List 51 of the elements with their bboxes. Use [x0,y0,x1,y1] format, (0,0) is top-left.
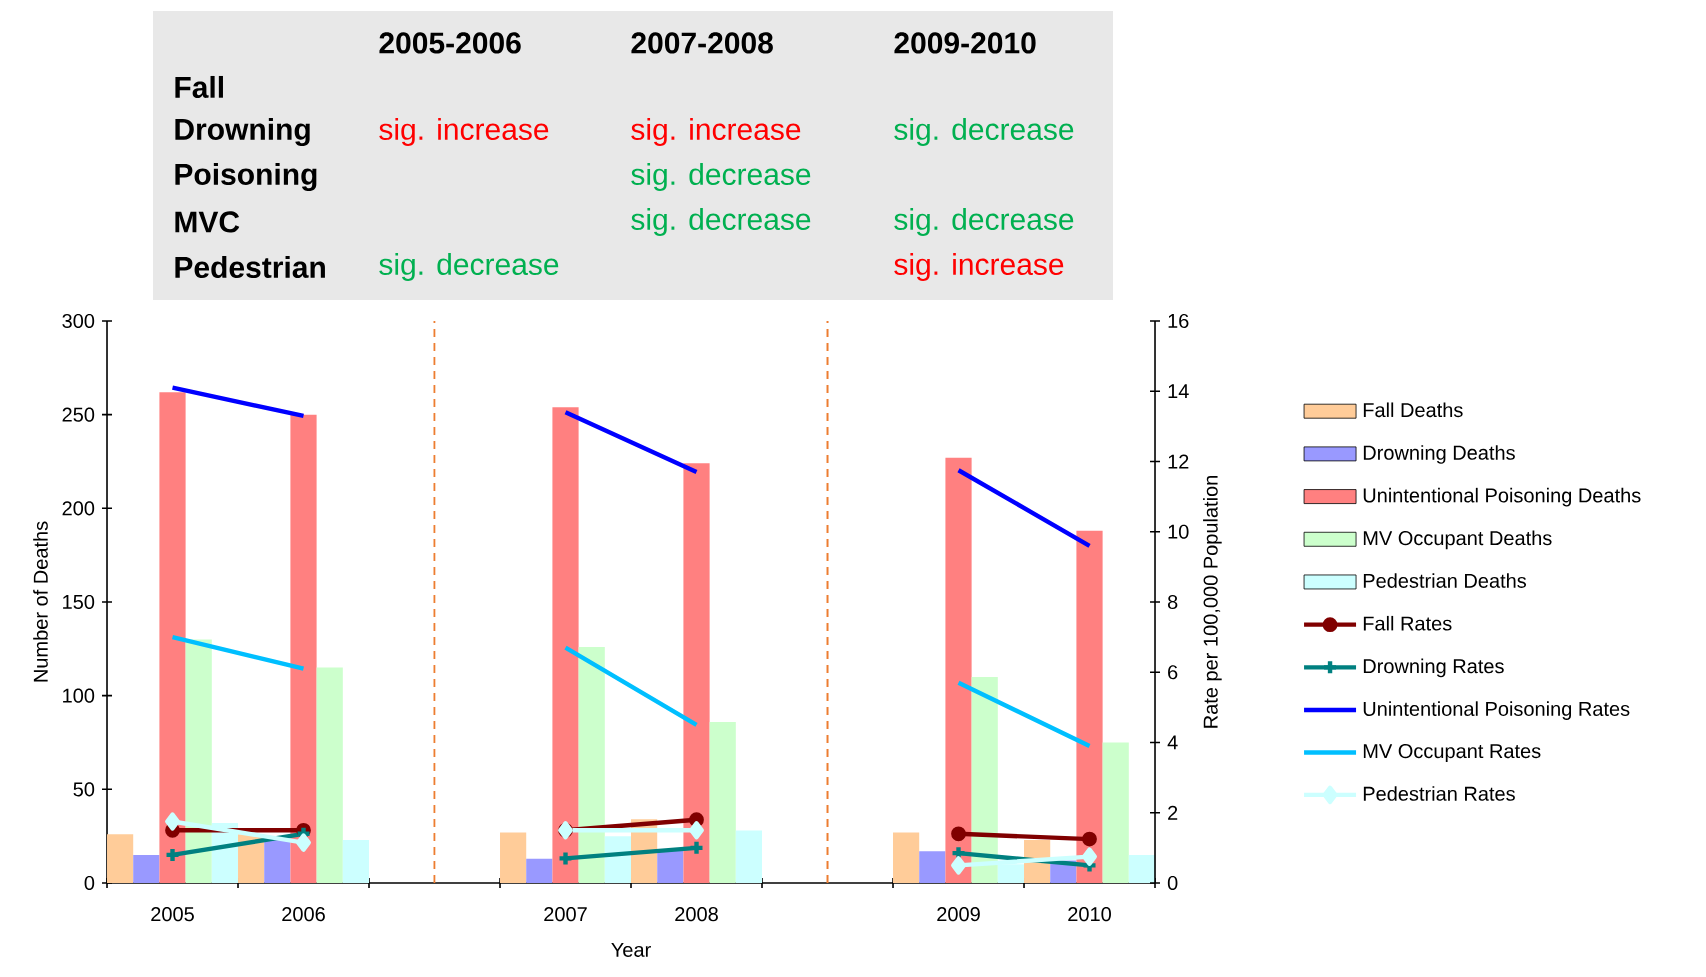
y-tick-label: 0 [84,875,95,891]
y2-tick-label: 16 [1168,313,1189,329]
y-axis-title: Number of Deaths [33,521,48,682]
x-tick-label: 2008 [675,907,718,922]
x-tick-label: 2005 [151,907,194,922]
legend-label: Drowning Rates [1363,658,1504,678]
y-tick-label: 150 [63,594,95,610]
y2-axis-title: Rate per 100,000 Population [1203,476,1222,728]
text: sig. decrease [379,253,559,281]
legend-label: Drowning Deaths [1363,445,1515,464]
y-tick-label: 300 [62,313,95,329]
y-tick-label: 200 [62,501,95,516]
y2-tick-label: 10 [1168,524,1189,539]
y-tick-label: 100 [63,688,95,703]
text: Fall [175,75,223,98]
x-tick-label: 2006 [282,907,325,922]
legend-label: Fall Deaths [1363,402,1463,418]
legend-label: Pedestrian Deaths [1363,573,1527,588]
y2-tick-label: 6 [1168,665,1178,680]
text: Pedestrian [175,255,325,278]
legend-label: MV Occupant Deaths [1363,530,1552,550]
text: sig. decrease [894,208,1074,236]
y2-tick-label: 12 [1168,454,1189,469]
text: 2005-2006 [379,32,521,54]
y-tick-label: 250 [62,407,95,422]
legend-label: MV Occupant Rates [1363,743,1541,763]
text: sig. decrease [631,208,811,236]
x-tick-label: 2007 [544,907,587,922]
text: sig. increase [894,253,1064,281]
text: sig. increase [379,118,549,146]
text: Poisoning [175,162,317,192]
text: Drowning [175,117,310,147]
text: 2009-2010 [894,32,1036,54]
x-axis-title: Year [611,942,651,957]
legend-label: Fall Rates [1363,615,1452,631]
x-tick-label: 2010 [1068,907,1111,922]
legend-label: Unintentional Poisoning Deaths [1363,487,1641,507]
y-tick-label: 50 [73,782,95,797]
text: sig. decrease [894,118,1074,146]
y2-tick-label: 8 [1167,594,1178,610]
text: 2007-2008 [631,32,773,54]
y2-tick-label: 0 [1167,875,1178,891]
x-tick-label: 2009 [937,907,980,922]
text: sig. decrease [631,163,811,191]
legend-label: Pedestrian Rates [1363,786,1515,801]
text: MVC [175,211,240,233]
legend-label: Unintentional Poisoning Rates [1363,701,1630,720]
y2-tick-label: 4 [1167,735,1178,750]
text: sig. increase [631,118,801,146]
y2-tick-label: 14 [1168,384,1189,399]
y2-tick-label: 2 [1168,805,1178,820]
